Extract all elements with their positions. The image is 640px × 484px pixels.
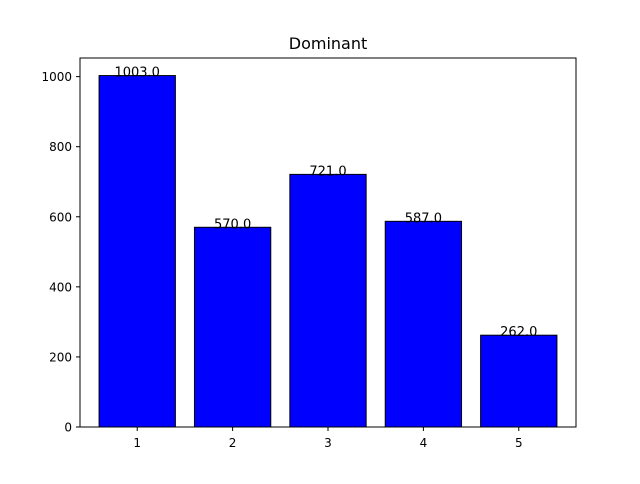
x-tick-label: 2 (229, 436, 237, 450)
bar (289, 173, 367, 428)
x-tick-label: 3 (324, 436, 332, 450)
bar-value-label: 587.0 (405, 211, 442, 226)
y-tick-label: 1000 (41, 70, 72, 84)
y-tick-label: 600 (49, 210, 72, 224)
bar-value-label: 570.0 (214, 217, 251, 232)
bar-value-label: 1003.0 (114, 66, 160, 81)
bar (98, 75, 176, 428)
x-tick-label: 4 (420, 436, 428, 450)
y-tick-label: 0 (64, 421, 72, 435)
x-tick-label: 5 (515, 436, 523, 450)
y-tick-label: 200 (49, 350, 72, 364)
y-tick-label: 800 (49, 140, 72, 154)
chart-title: Dominant (289, 34, 368, 53)
y-tick-label: 400 (49, 280, 72, 294)
bar-value-label: 721.0 (309, 164, 346, 179)
bar (480, 334, 558, 428)
x-tick-label: 1 (133, 436, 141, 450)
plot-area: 1003.0 570.0 721.0 587.0 262.0 1 2 3 4 5 0 200 400 60… (41, 57, 577, 450)
bar-value-label: 262.0 (500, 325, 537, 340)
bar (193, 226, 272, 428)
bar (384, 220, 463, 428)
